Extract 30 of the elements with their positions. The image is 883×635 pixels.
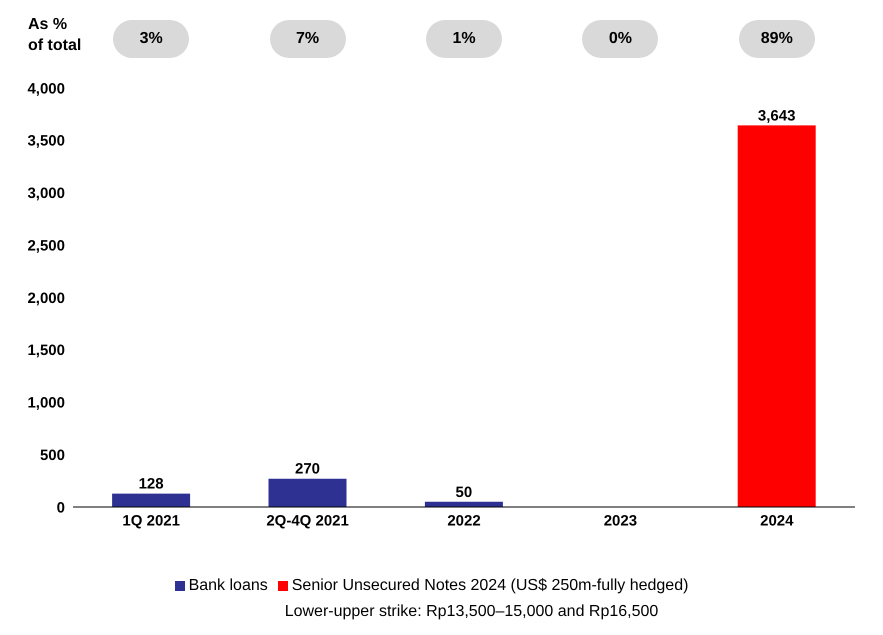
text: 1% (426, 20, 502, 58)
x-tick-label: 1Q 2021 (122, 512, 180, 530)
y-tick-label: 3,500 (27, 132, 65, 150)
x-tick-label: 2023 (604, 512, 638, 530)
text: 0% (582, 20, 658, 58)
y-tick-label: 2,000 (27, 290, 65, 307)
y-tick-label: 3,000 (27, 185, 65, 202)
legend-label: Senior Unsecured Notes 2024 (US$ 250m-fully hedged) (292, 577, 688, 594)
text: 7% (270, 20, 346, 58)
y-tick-label: 0 (56, 499, 65, 516)
text: As % of total (28, 15, 82, 56)
text: 3% (113, 20, 190, 58)
y-tick-label: 2,500 (27, 237, 65, 254)
bar (738, 125, 816, 507)
x-tick-label: 2024 (760, 512, 794, 530)
bar (268, 478, 346, 507)
y-tick-label: 1,000 (27, 394, 65, 412)
y-tick-label: 4,000 (27, 80, 65, 98)
legend-label: Bank loans (188, 577, 268, 594)
data-label: 128 (138, 476, 164, 493)
data-label: 270 (294, 460, 320, 478)
bar (112, 494, 190, 507)
x-tick-label: 2022 (447, 512, 481, 530)
text: 89% (738, 20, 815, 58)
data-label: 3,643 (758, 107, 796, 124)
y-tick-label: 1,500 (27, 342, 65, 360)
data-label: 50 (456, 484, 472, 501)
x-tick-label: 2Q-4Q 2021 (266, 512, 349, 530)
y-tick-label: 500 (40, 446, 65, 464)
text: Lower-upper strike: Rp13,500–15,000 and Rp16,500 (284, 603, 660, 621)
